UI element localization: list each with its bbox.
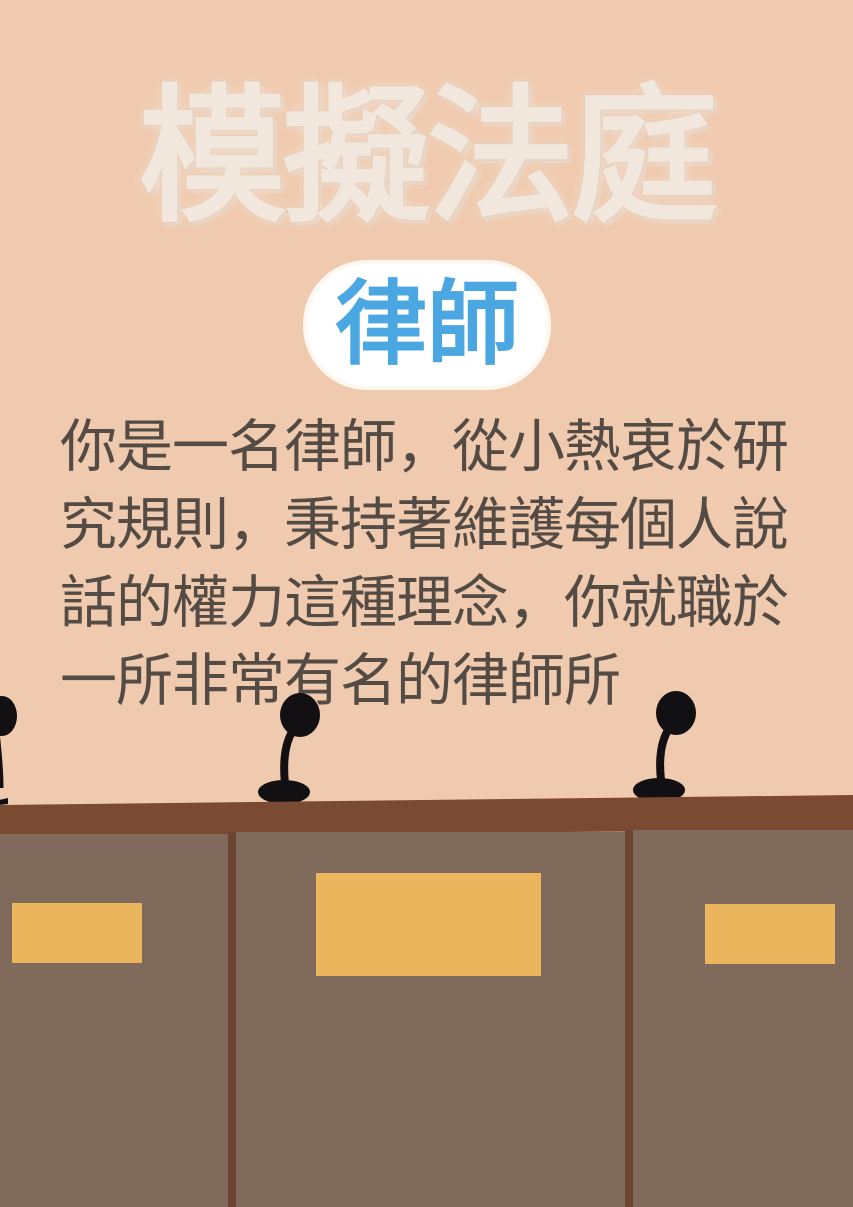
desk-top (0, 795, 853, 836)
role-description: 你是一名律師，從小熱衷於研究規則，秉持著維護每個人說話的權力這種理念，你就職於一… (60, 414, 789, 714)
page-title: 模擬法庭 (138, 71, 719, 243)
nameplate-center (316, 873, 541, 976)
role-badge-background (307, 264, 547, 386)
desk-divider (228, 832, 236, 1207)
nameplate-left (12, 903, 142, 963)
microphone-icon (0, 696, 17, 805)
desk-divider (625, 830, 633, 1207)
courtroom-desk-illustration (0, 691, 853, 1207)
microphone-icon (258, 693, 320, 804)
desk-panel-left (0, 834, 228, 1207)
microphone-icon (633, 691, 696, 802)
role-badge: 律師 (334, 271, 519, 378)
desk-panel-right (633, 830, 853, 1207)
nameplate-right (705, 904, 835, 964)
